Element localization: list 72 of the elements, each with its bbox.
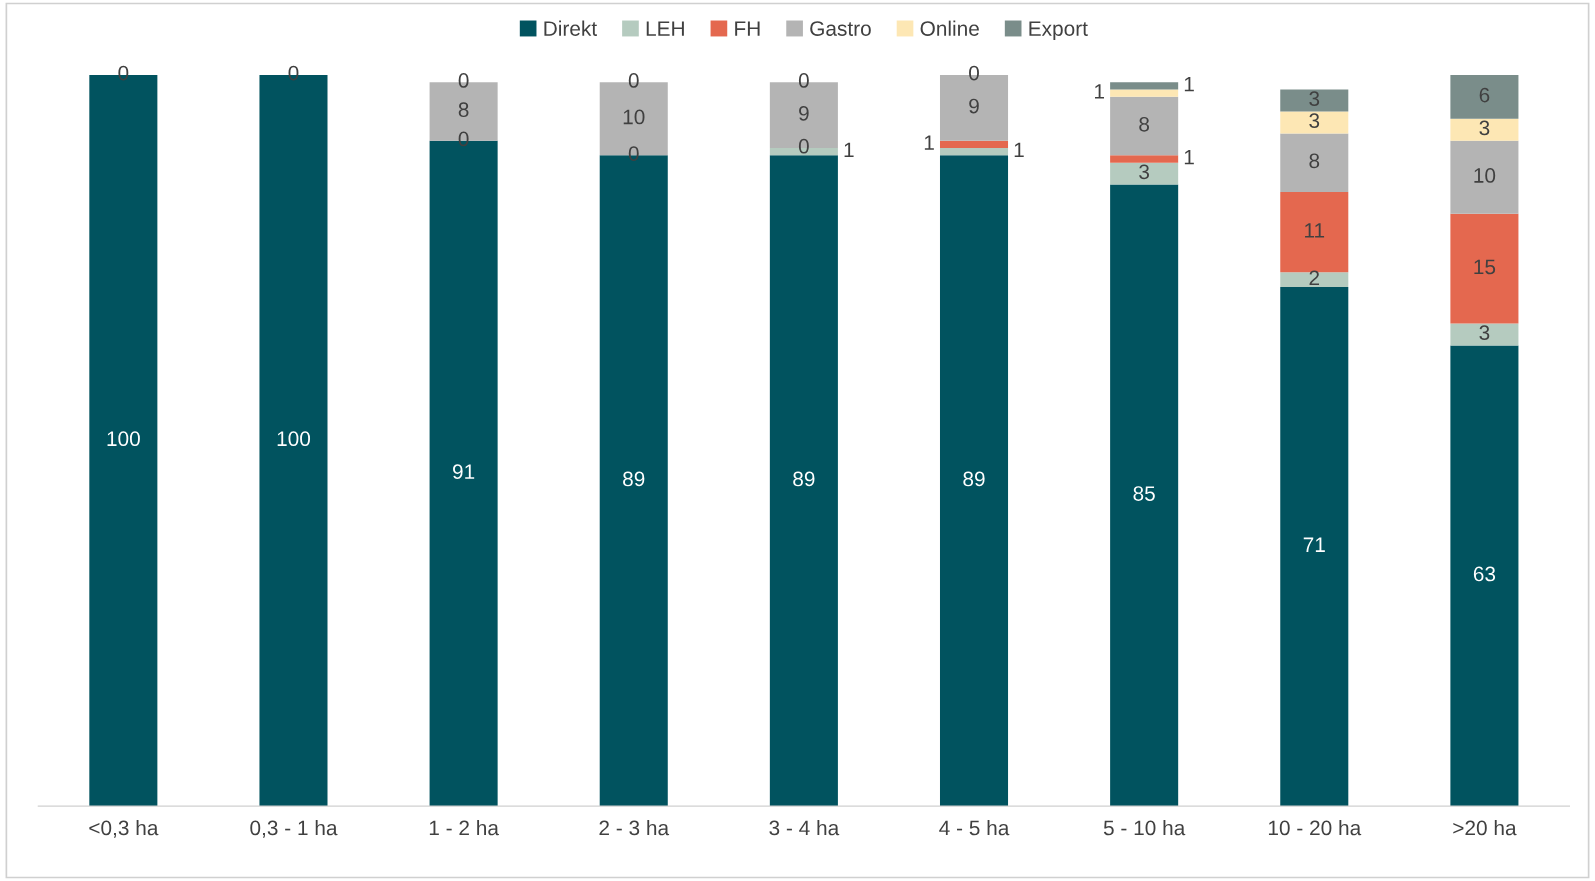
- data-label: 3: [1479, 325, 1490, 341]
- bar: [1110, 184, 1179, 807]
- bar: [1450, 74, 1519, 119]
- data-label: 1: [1014, 142, 1024, 158]
- bar: [1110, 155, 1179, 163]
- bar: [939, 155, 1009, 807]
- data-label: 2: [1309, 270, 1320, 286]
- legend-label: FH: [735, 21, 760, 36]
- data-label: 1: [844, 142, 854, 158]
- legend-label: LEH: [646, 21, 684, 36]
- legend-label: Direkt: [544, 20, 597, 36]
- data-label: 0: [798, 73, 809, 88]
- bar: [1450, 345, 1519, 807]
- bar: [1450, 323, 1519, 346]
- data-label: 91: [453, 464, 475, 479]
- bar: [939, 148, 1009, 156]
- data-label: 3: [1479, 120, 1490, 136]
- data-label: 89: [793, 471, 815, 487]
- data-label: 3: [1309, 113, 1320, 129]
- data-label: 11: [1305, 223, 1325, 238]
- bar: [1110, 96, 1179, 156]
- data-label: 0: [628, 73, 639, 88]
- data-label: 85: [1133, 486, 1155, 501]
- data-label: 100: [107, 431, 140, 447]
- legend-label: Export: [1029, 21, 1088, 41]
- bar: [1280, 272, 1349, 287]
- data-label: 8: [1139, 116, 1150, 132]
- data-label: 100: [277, 431, 311, 447]
- data-label: 0: [798, 138, 809, 154]
- data-label: 10: [1474, 168, 1496, 183]
- x-tick-label: 0,3 - 1 ha: [250, 820, 338, 838]
- bar: [939, 140, 1009, 149]
- data-label: 1: [1184, 150, 1194, 165]
- x-tick-label: <0,3 ha: [89, 820, 159, 838]
- x-tick-label: 5 - 10 ha: [1103, 820, 1186, 836]
- bar: [1110, 89, 1179, 97]
- bar: [1280, 111, 1349, 134]
- bar: [1280, 133, 1349, 192]
- x-tick-label: 2 - 3 ha: [599, 820, 670, 836]
- bar: [1450, 140, 1519, 214]
- data-label: 3: [1139, 164, 1150, 180]
- data-label: 8: [1309, 153, 1320, 169]
- data-label: 10: [623, 109, 645, 125]
- data-label: 8: [458, 102, 469, 118]
- legend-label: Online: [920, 20, 979, 36]
- x-tick-label: 1 - 2 ha: [429, 820, 499, 836]
- data-label: 89: [623, 471, 645, 487]
- bar: [1450, 213, 1519, 324]
- bar: [1110, 162, 1179, 185]
- data-label: 63: [1473, 566, 1496, 582]
- data-label: 15: [1474, 259, 1496, 275]
- data-label: 3: [1309, 91, 1320, 107]
- bar: [1280, 286, 1349, 807]
- x-tick-label: >20 ha: [1453, 820, 1517, 836]
- data-label: 71: [1303, 537, 1325, 552]
- data-label: 0: [458, 73, 469, 88]
- x-tick-label: 3 - 4 ha: [769, 820, 840, 836]
- bar: [1450, 118, 1519, 141]
- data-label: 9: [969, 98, 979, 114]
- data-label: 1: [1184, 76, 1194, 92]
- data-label: 89: [963, 471, 985, 487]
- legend-label: Gastro: [810, 21, 871, 36]
- bar: [1280, 89, 1349, 112]
- data-label: 1: [924, 135, 934, 150]
- bar: [1110, 82, 1179, 90]
- x-tick-label: 4 - 5 ha: [939, 820, 1010, 836]
- data-label: 6: [1479, 87, 1490, 103]
- x-tick-label: 10 - 20 ha: [1268, 820, 1362, 836]
- data-label: 1: [1095, 84, 1104, 99]
- data-label: 0: [969, 65, 979, 81]
- bar: [769, 155, 838, 807]
- data-label: 9: [799, 105, 809, 121]
